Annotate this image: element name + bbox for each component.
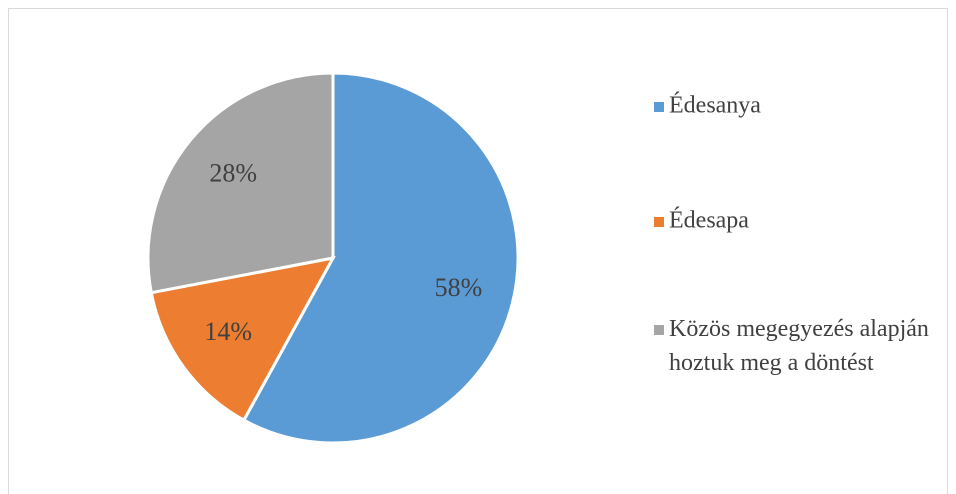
data-label: 28% — [209, 158, 257, 187]
pie-slice — [149, 255, 336, 423]
legend-line: Közös megegyezés alapján — [669, 316, 929, 342]
legend-label: Édesapa — [669, 208, 749, 234]
pie-slice — [146, 71, 335, 295]
legend-swatch — [654, 217, 664, 227]
legend-label: Édesanya — [669, 93, 761, 119]
pie-slice — [241, 71, 520, 445]
data-label: 14% — [204, 317, 252, 346]
legend-swatch — [654, 102, 664, 112]
data-label: 58% — [435, 273, 483, 302]
legend-label: Közös megegyezés alapján hoztuk meg a dön… — [669, 316, 929, 376]
legend-line: hoztuk meg a döntést — [669, 350, 874, 376]
legend-swatch — [654, 325, 664, 335]
